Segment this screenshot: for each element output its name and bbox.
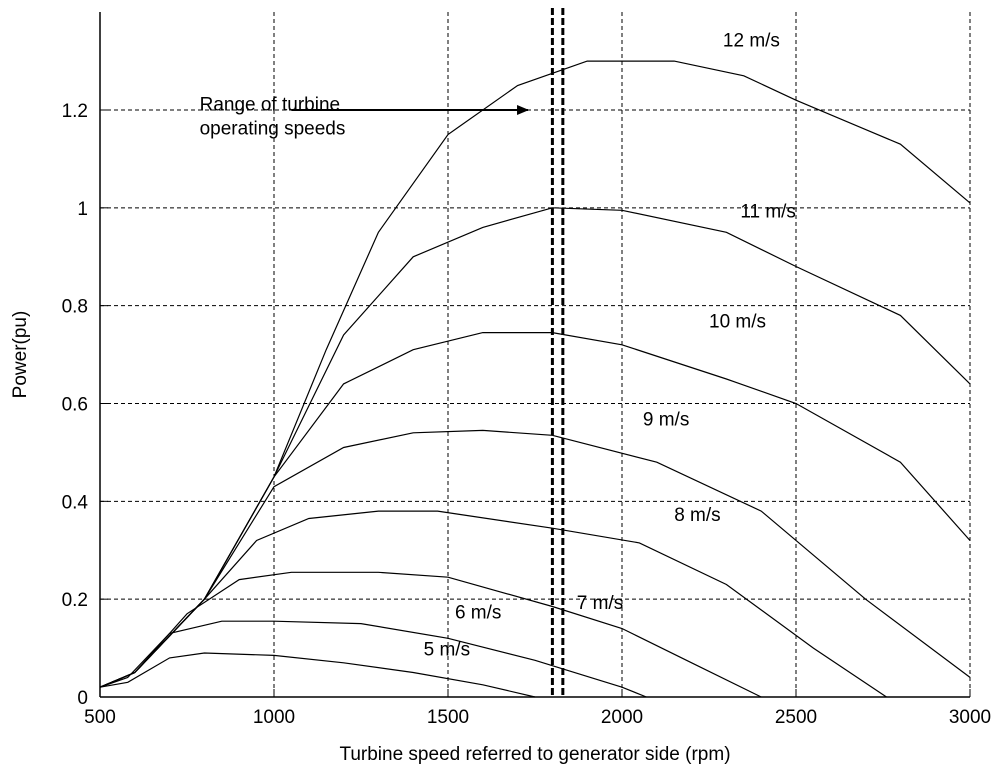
x-axis-title: Turbine speed referred to generator side… bbox=[339, 744, 730, 765]
curve-label: 10 m/s bbox=[709, 312, 766, 333]
series-line bbox=[99, 571, 762, 698]
curve-labels: 5 m/s 6 m/s 7 m/s 8 m/s 9 m/s 10 m/s 11 m/s 12 … bbox=[424, 30, 796, 660]
y-tick-label: 0.8 bbox=[62, 297, 88, 318]
x-tick-label: 3000 bbox=[949, 707, 991, 728]
x-tick-label: 1500 bbox=[427, 707, 469, 728]
series-curves bbox=[99, 60, 971, 698]
annotation-text-line: Range of turbine bbox=[200, 95, 341, 116]
axes: 500 1000 1500 2000 2500 3000 0 0.2 0.4 0.6 0.8 1 1.2 bbox=[62, 12, 991, 728]
range-annotation: Range of turbine operating speeds bbox=[200, 95, 530, 140]
y-tick-label: 0 bbox=[77, 688, 88, 709]
y-tick-label: 0.2 bbox=[62, 590, 88, 611]
x-tick-label: 2000 bbox=[601, 707, 643, 728]
curve-label: 6 m/s bbox=[455, 603, 501, 624]
grid-lines bbox=[100, 12, 971, 697]
y-tick-label: 1 bbox=[77, 199, 88, 220]
series-line bbox=[99, 207, 971, 688]
series-line bbox=[99, 332, 971, 688]
series-line bbox=[99, 652, 536, 698]
series-line bbox=[99, 620, 647, 698]
x-tick-label: 500 bbox=[84, 707, 116, 728]
y-tick-label: 0.6 bbox=[62, 395, 88, 416]
series-line bbox=[99, 429, 971, 688]
x-tick-label: 1000 bbox=[253, 707, 295, 728]
x-tick-label: 2500 bbox=[775, 707, 817, 728]
series-line bbox=[99, 60, 971, 688]
operating-range-lines bbox=[550, 8, 565, 697]
curve-label: 5 m/s bbox=[424, 639, 470, 660]
curve-label: 12 m/s bbox=[723, 30, 780, 51]
curve-label: 9 m/s bbox=[643, 410, 689, 431]
curve-label: 7 m/s bbox=[577, 593, 623, 614]
curve-label: 8 m/s bbox=[674, 505, 720, 526]
y-tick-label: 1.2 bbox=[62, 101, 88, 122]
y-tick-label: 0.4 bbox=[62, 492, 89, 513]
curve-label: 11 m/s bbox=[740, 202, 796, 223]
annotation-text-line: operating speeds bbox=[200, 119, 346, 140]
y-axis-title: Power(pu) bbox=[10, 311, 31, 399]
